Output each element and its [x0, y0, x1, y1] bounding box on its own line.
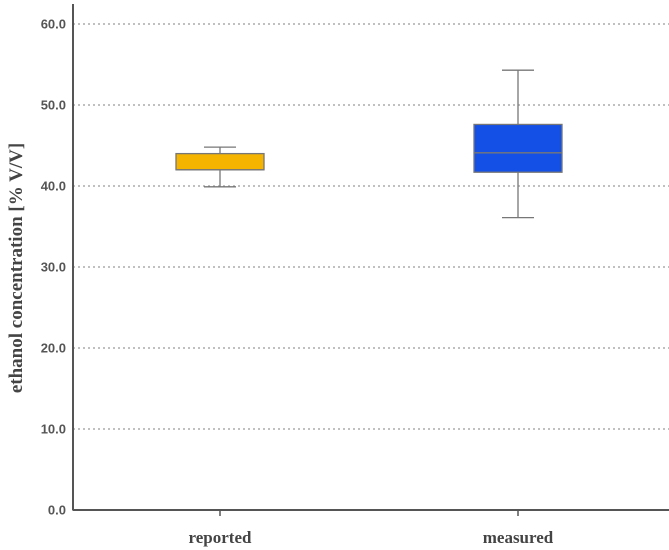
y-tick-label: 0.0 [48, 503, 66, 518]
y-tick-label: 60.0 [41, 17, 66, 32]
x-category-labels: reported measured [189, 528, 554, 547]
box-reported [175, 146, 265, 188]
axes [72, 4, 669, 516]
y-tick-label: 10.0 [41, 422, 66, 437]
y-tick-label: 30.0 [41, 260, 66, 275]
box-measured [473, 69, 563, 219]
y-tick-label: 20.0 [41, 341, 66, 356]
x-category-label: measured [483, 528, 554, 547]
y-axis-title: ethanol concentration [% V/V] [6, 143, 27, 393]
y-tick-label: 40.0 [41, 179, 66, 194]
y-tick-labels: 0.0 10.0 20.0 30.0 40.0 50.0 60.0 [41, 17, 66, 518]
x-category-label: reported [189, 528, 252, 547]
box-series [175, 69, 563, 219]
grid-lines [73, 23, 669, 430]
box-body [473, 123, 563, 173]
box-body [175, 152, 265, 171]
y-tick-label: 50.0 [41, 98, 66, 113]
